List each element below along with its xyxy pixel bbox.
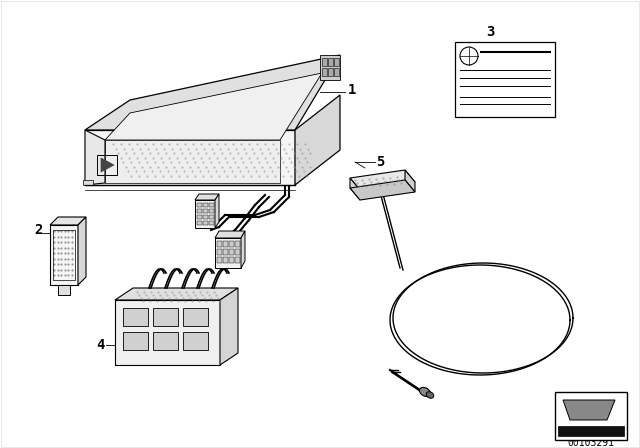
Polygon shape xyxy=(320,55,340,80)
Polygon shape xyxy=(115,300,220,365)
Polygon shape xyxy=(220,288,238,365)
Ellipse shape xyxy=(426,392,434,398)
Bar xyxy=(217,249,222,255)
Bar xyxy=(97,155,117,175)
Bar xyxy=(153,308,178,326)
Text: 2: 2 xyxy=(34,223,42,237)
Bar xyxy=(203,203,208,207)
Bar xyxy=(229,241,234,247)
Polygon shape xyxy=(115,288,238,300)
Bar xyxy=(197,203,202,207)
Bar xyxy=(217,241,222,247)
Bar xyxy=(223,249,228,255)
Bar xyxy=(209,215,214,219)
Text: 5: 5 xyxy=(376,155,384,169)
Polygon shape xyxy=(105,73,322,140)
Bar xyxy=(183,332,208,350)
Polygon shape xyxy=(405,170,415,192)
Bar xyxy=(229,257,234,263)
Polygon shape xyxy=(215,238,241,268)
Bar xyxy=(197,209,202,213)
Bar xyxy=(209,203,214,207)
Bar xyxy=(123,308,148,326)
Bar xyxy=(334,68,339,76)
Bar xyxy=(53,230,75,280)
Polygon shape xyxy=(85,130,295,185)
Polygon shape xyxy=(295,95,340,185)
Bar xyxy=(153,332,178,350)
Polygon shape xyxy=(241,231,245,268)
Bar xyxy=(229,249,234,255)
Bar xyxy=(203,215,208,219)
Text: 4: 4 xyxy=(96,338,104,352)
Text: 3: 3 xyxy=(486,25,494,39)
Polygon shape xyxy=(215,231,245,238)
Bar xyxy=(83,180,93,185)
Polygon shape xyxy=(195,200,215,228)
Ellipse shape xyxy=(460,47,478,65)
Bar xyxy=(197,221,202,225)
Bar xyxy=(123,332,148,350)
Polygon shape xyxy=(58,285,70,295)
Polygon shape xyxy=(215,194,219,228)
Text: 00103291: 00103291 xyxy=(568,438,614,448)
Bar xyxy=(209,209,214,213)
Polygon shape xyxy=(195,194,219,200)
Bar xyxy=(235,257,240,263)
Polygon shape xyxy=(105,140,280,183)
Bar xyxy=(223,257,228,263)
Bar xyxy=(328,58,333,66)
Polygon shape xyxy=(50,225,78,285)
Polygon shape xyxy=(78,217,86,285)
Ellipse shape xyxy=(419,388,431,396)
Bar xyxy=(558,426,624,436)
Bar xyxy=(235,241,240,247)
Bar xyxy=(183,308,208,326)
Polygon shape xyxy=(85,130,105,185)
Bar xyxy=(217,257,222,263)
Bar xyxy=(328,68,333,76)
Polygon shape xyxy=(350,170,415,190)
Bar xyxy=(455,42,555,117)
Polygon shape xyxy=(350,178,360,200)
Text: 1: 1 xyxy=(348,83,356,97)
Bar xyxy=(334,58,339,66)
Bar xyxy=(223,241,228,247)
Polygon shape xyxy=(85,55,340,130)
Bar xyxy=(235,249,240,255)
Polygon shape xyxy=(101,158,114,172)
Polygon shape xyxy=(350,180,415,200)
Bar xyxy=(203,209,208,213)
Bar xyxy=(209,221,214,225)
Bar xyxy=(203,221,208,225)
Polygon shape xyxy=(563,400,615,420)
Polygon shape xyxy=(50,217,86,225)
Bar xyxy=(322,58,327,66)
Bar xyxy=(322,68,327,76)
Bar xyxy=(555,392,627,440)
Bar xyxy=(197,215,202,219)
